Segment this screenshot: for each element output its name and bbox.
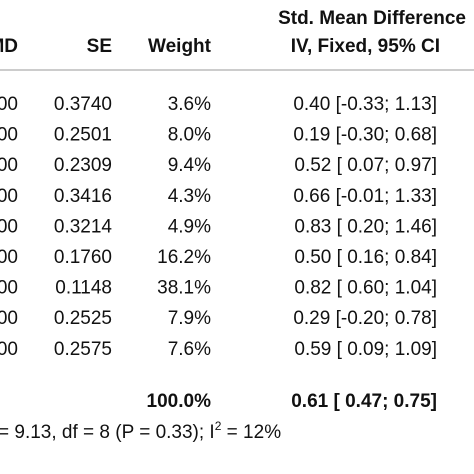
ci-cell: 0.19 [-0.30; 0.68] — [293, 125, 437, 146]
ci-cell: 0.59 [ 0.09; 1.09] — [294, 339, 437, 360]
weight-cell: 38.1% — [157, 278, 211, 299]
column-header: SE — [87, 36, 112, 57]
md-cell: 00 — [0, 125, 18, 146]
se-cell: 0.1760 — [54, 247, 112, 268]
se-cell: 0.2575 — [54, 339, 112, 360]
weight-cell: 16.2% — [157, 247, 211, 268]
weight-cell: 7.9% — [168, 308, 211, 329]
footer-text: = 12% — [221, 422, 281, 443]
heterogeneity: = 9.13, df = 8 (P = 0.33); I2 = 12% — [0, 419, 281, 443]
md-cell: 00 — [0, 216, 18, 237]
total-estimate: 0.61 [ 0.47; 0.75] — [291, 391, 437, 412]
ci-cell: 0.52 [ 0.07; 0.97] — [294, 155, 437, 176]
md-cell: 00 — [0, 278, 18, 299]
weight-cell: 4.9% — [168, 216, 211, 237]
se-cell: 0.2501 — [54, 125, 112, 146]
ci-cell: 0.29 [-0.20; 0.78] — [293, 308, 437, 329]
ci-cell: 0.50 [ 0.16; 0.84] — [294, 247, 437, 268]
ci-cell: 0.40 [-0.33; 1.13] — [293, 94, 437, 115]
column-header: IV, Fixed, 95% CI — [291, 36, 440, 57]
md-cell: 00 — [0, 247, 18, 268]
weight-cell: 8.0% — [168, 125, 211, 146]
footer-text: = 9.13, df = 8 (P = 0.33); I — [0, 422, 215, 443]
footer-superscript: 2 — [215, 419, 222, 433]
md-cell: 00 — [0, 155, 18, 176]
se-cell: 0.2309 — [54, 155, 112, 176]
ci-cell: 0.66 [-0.01; 1.33] — [293, 186, 437, 207]
column-header: Weight — [148, 36, 212, 57]
se-cell: 0.3416 — [54, 186, 112, 207]
md-cell: 00 — [0, 94, 18, 115]
se-cell: 0.3214 — [54, 216, 113, 237]
ci-cell: 0.83 [ 0.20; 1.46] — [294, 216, 437, 237]
weight-cell: 7.6% — [168, 339, 211, 360]
column-header: MD — [0, 36, 18, 57]
total-weight: 100.0% — [147, 391, 212, 412]
weight-cell: 3.6% — [168, 94, 211, 115]
weight-cell: 9.4% — [168, 155, 211, 176]
md-cell: 00 — [0, 308, 18, 329]
md-cell: 00 — [0, 339, 18, 360]
md-cell: 00 — [0, 186, 18, 207]
header-title: Std. Mean Difference — [278, 8, 466, 29]
se-cell: 0.3740 — [54, 94, 112, 115]
se-cell: 0.1148 — [55, 278, 112, 299]
weight-cell: 4.3% — [168, 186, 211, 207]
ci-cell: 0.82 [ 0.60; 1.04] — [294, 278, 437, 299]
se-cell: 0.2525 — [54, 308, 112, 329]
